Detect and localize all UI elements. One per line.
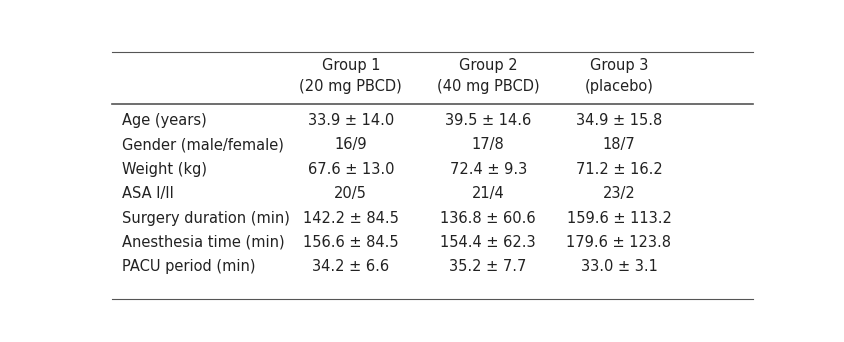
Text: 136.8 ± 60.6: 136.8 ± 60.6 xyxy=(441,211,536,225)
Text: 159.6 ± 113.2: 159.6 ± 113.2 xyxy=(566,211,672,225)
Text: 20/5: 20/5 xyxy=(334,186,367,201)
Text: Gender (male/female): Gender (male/female) xyxy=(122,137,284,152)
Text: 23/2: 23/2 xyxy=(603,186,636,201)
Text: Group 2
(40 mg PBCD): Group 2 (40 mg PBCD) xyxy=(437,58,539,94)
Text: PACU period (min): PACU period (min) xyxy=(122,260,256,275)
Text: 17/8: 17/8 xyxy=(472,137,505,152)
Text: 35.2 ± 7.7: 35.2 ± 7.7 xyxy=(450,260,527,275)
Text: 156.6 ± 84.5: 156.6 ± 84.5 xyxy=(303,235,398,250)
Text: Surgery duration (min): Surgery duration (min) xyxy=(122,211,289,225)
Text: 142.2 ± 84.5: 142.2 ± 84.5 xyxy=(303,211,398,225)
Text: 179.6 ± 123.8: 179.6 ± 123.8 xyxy=(566,235,672,250)
Text: 33.9 ± 14.0: 33.9 ± 14.0 xyxy=(308,113,394,128)
Text: Weight (kg): Weight (kg) xyxy=(122,161,207,176)
Text: 21/4: 21/4 xyxy=(472,186,505,201)
Text: 34.2 ± 6.6: 34.2 ± 6.6 xyxy=(312,260,389,275)
Text: 18/7: 18/7 xyxy=(603,137,636,152)
Text: Anesthesia time (min): Anesthesia time (min) xyxy=(122,235,284,250)
Text: 71.2 ± 16.2: 71.2 ± 16.2 xyxy=(576,161,663,176)
Text: 154.4 ± 62.3: 154.4 ± 62.3 xyxy=(441,235,536,250)
Text: Group 3
(placebo): Group 3 (placebo) xyxy=(585,58,653,94)
Text: 72.4 ± 9.3: 72.4 ± 9.3 xyxy=(450,161,527,176)
Text: 67.6 ± 13.0: 67.6 ± 13.0 xyxy=(307,161,394,176)
Text: 33.0 ± 3.1: 33.0 ± 3.1 xyxy=(581,260,657,275)
Text: Group 1
(20 mg PBCD): Group 1 (20 mg PBCD) xyxy=(300,58,402,94)
Text: ASA I/II: ASA I/II xyxy=(122,186,174,201)
Text: 16/9: 16/9 xyxy=(334,137,367,152)
Text: 39.5 ± 14.6: 39.5 ± 14.6 xyxy=(445,113,531,128)
Text: Age (years): Age (years) xyxy=(122,113,207,128)
Text: 34.9 ± 15.8: 34.9 ± 15.8 xyxy=(576,113,662,128)
